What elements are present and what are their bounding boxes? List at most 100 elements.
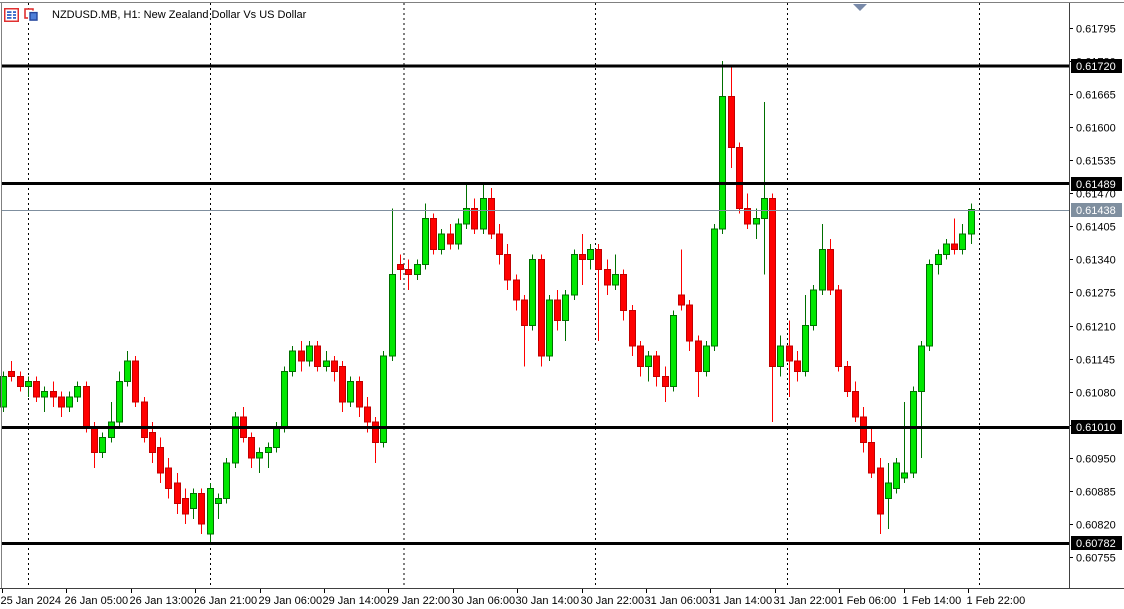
chart-title-overlay: NZDUSD.MB, H1: New Zealand Dollar Vs US … — [4, 7, 307, 23]
candle — [496, 233, 503, 255]
candle — [877, 467, 884, 515]
candle — [852, 391, 859, 418]
candle — [132, 360, 139, 403]
candle — [786, 345, 793, 362]
candle — [653, 355, 660, 377]
candle — [686, 304, 693, 342]
candle — [331, 360, 338, 372]
candle — [66, 396, 73, 408]
candle — [298, 350, 305, 362]
candle — [678, 294, 685, 306]
candle — [289, 350, 296, 372]
candle — [33, 381, 40, 398]
price-level-tag-label: 0.60782 — [1076, 538, 1116, 550]
price-tick-label: 0.61405 — [1076, 222, 1116, 234]
candle — [430, 218, 437, 250]
time-tick-label: 26 Jan 13:00 — [130, 595, 194, 607]
price-level-tag-bg — [1071, 420, 1122, 434]
price-level-tag-label: 0.61720 — [1076, 61, 1116, 73]
chart-windows-icon[interactable] — [24, 7, 40, 23]
time-tick-label: 30 Jan 14:00 — [516, 595, 580, 607]
candle — [719, 96, 726, 230]
candle — [8, 370, 15, 377]
candle — [844, 365, 851, 393]
candle — [248, 436, 255, 459]
candle — [463, 208, 470, 225]
time-tick-label: 26 Jan 21:00 — [194, 595, 258, 607]
candle — [538, 258, 545, 357]
candle — [124, 360, 131, 383]
candle — [926, 264, 933, 347]
price-tick-label: 0.61080 — [1076, 388, 1116, 400]
candle — [901, 472, 908, 479]
candle — [364, 406, 371, 423]
candle — [893, 462, 900, 489]
price-level-tag-label: 0.61010 — [1076, 422, 1116, 434]
candle — [736, 147, 743, 210]
candle — [810, 289, 817, 327]
candle — [149, 431, 156, 454]
time-tick-label: 30 Jan 22:00 — [581, 595, 645, 607]
quotes-list-icon[interactable] — [4, 7, 19, 22]
price-tick-label: 0.60755 — [1076, 553, 1116, 565]
candle — [860, 416, 867, 444]
candle — [629, 309, 636, 347]
scroll-position-marker — [853, 4, 867, 11]
candle — [273, 426, 280, 449]
candle — [620, 274, 627, 311]
time-tick-label: 1 Feb 22:00 — [967, 595, 1026, 607]
candle — [83, 386, 90, 428]
candle — [488, 197, 495, 235]
price-tick-label: 0.61600 — [1076, 123, 1116, 135]
candle — [794, 360, 801, 372]
candle — [959, 233, 966, 250]
time-tick-label: 30 Jan 06:00 — [452, 595, 516, 607]
price-tick-label: 0.61470 — [1076, 189, 1116, 201]
price-tick-label: 0.60885 — [1076, 487, 1116, 499]
time-tick-label: 25 Jan 2024 — [1, 595, 62, 607]
candle — [256, 452, 263, 459]
price-tick-label: 0.61210 — [1076, 322, 1116, 334]
price-axis[interactable]: 0.617950.617300.616650.616000.615350.614… — [1069, 24, 1116, 565]
candle — [819, 248, 826, 291]
candle — [438, 233, 445, 250]
price-tick-label: 0.61145 — [1076, 355, 1115, 367]
candle — [943, 243, 950, 255]
candle — [91, 426, 98, 454]
time-tick-label: 31 Jan 22:00 — [774, 595, 838, 607]
candle — [703, 345, 710, 372]
candle — [223, 462, 230, 500]
candle — [339, 365, 346, 403]
candle — [165, 467, 172, 489]
price-level-tag-bg — [1071, 59, 1122, 73]
price-level-tag: 0.61489 — [1071, 177, 1122, 191]
candle — [951, 243, 958, 250]
time-tick-label: 31 Jan 14:00 — [709, 595, 773, 607]
candle — [99, 436, 106, 454]
candle — [562, 294, 569, 321]
price-level-tag: 0.60782 — [1071, 536, 1122, 550]
candle — [662, 375, 669, 388]
candle — [554, 299, 561, 321]
candle — [579, 253, 586, 260]
candle — [182, 498, 189, 515]
candle — [17, 375, 24, 388]
candle — [405, 269, 412, 276]
candle — [529, 258, 536, 327]
candle — [314, 345, 321, 367]
candle — [595, 248, 602, 271]
price-level-tag: 0.61010 — [1071, 420, 1122, 434]
candle — [645, 355, 652, 367]
candle — [25, 381, 32, 388]
candle — [447, 233, 454, 245]
price-tick-label: 0.60820 — [1076, 520, 1116, 532]
candle — [455, 223, 462, 245]
candle — [207, 487, 214, 535]
chart-symbol-title: NZDUSD.MB, H1: New Zealand Dollar Vs US … — [52, 8, 307, 21]
candle — [41, 391, 48, 398]
candle — [761, 197, 768, 220]
time-axis[interactable]: 25 Jan 2024 26 Jan 05:00 26 Jan 13:00 26 Ja… — [1, 589, 1026, 607]
candle — [389, 274, 396, 357]
